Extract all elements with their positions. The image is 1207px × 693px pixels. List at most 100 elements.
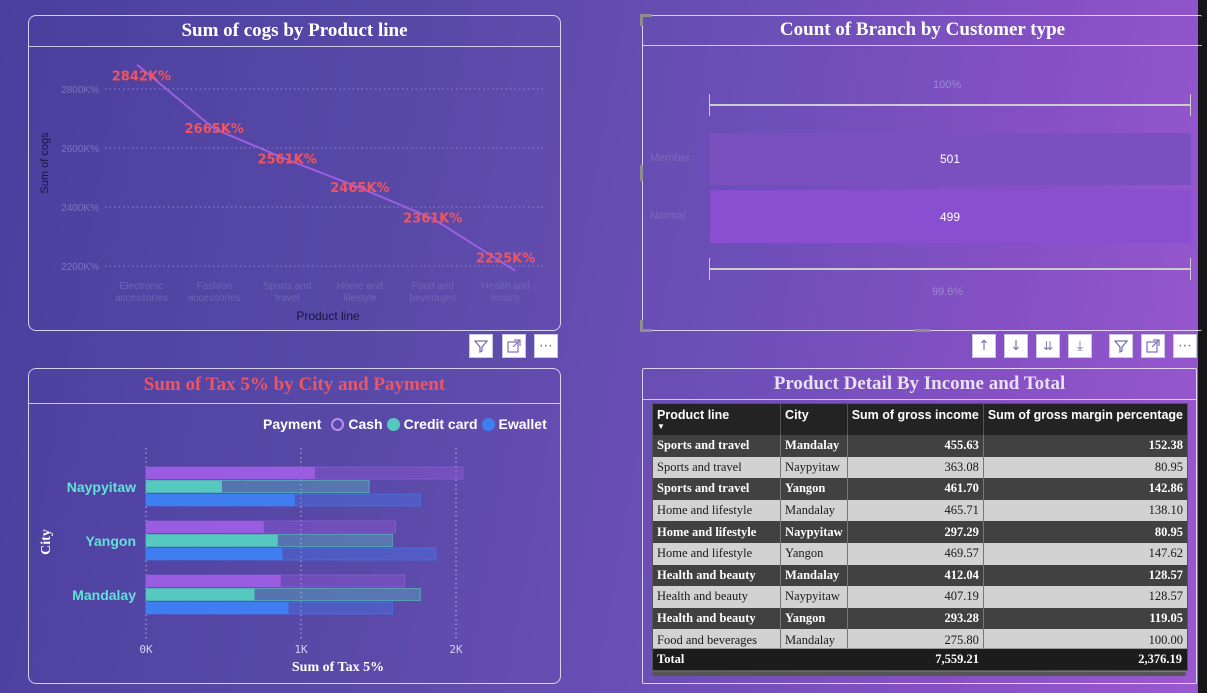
drill-up-icon[interactable]: ↑ [972,334,996,358]
legend-credit-card[interactable]: Credit card [403,416,478,432]
cell-city: Yangon [780,542,848,565]
branch-value-member: 501 [940,152,961,166]
tax-chart-panel[interactable]: Sum of Tax 5% by City and Payment [28,368,561,684]
sort-desc-icon[interactable]: ▼ [657,422,665,431]
cell-gross-margin: 80.95 [983,521,1187,543]
table-row[interactable]: Sports and travel Yangon 461.70 142.86 [653,478,1187,500]
header-gross-margin[interactable]: Sum of gross margin percentage [983,404,1187,435]
table-row[interactable]: Home and lifestyle Yangon 469.57 147.62 [653,542,1187,565]
cell-product-line: Health and beauty [653,564,782,587]
table-scrollbar[interactable] [652,672,1186,676]
table-row[interactable]: Sports and travel Naypyitaw 363.08 80.95 [653,456,1187,479]
total-label: Total [657,652,685,666]
table-row[interactable]: Health and beauty Naypyitaw 407.19 128.57 [653,586,1187,608]
cell-product-line: Sports and travel [653,478,782,500]
product-table-panel[interactable]: Product Detail By Income and Total [642,368,1197,684]
cell-gross-income: 461.70 [847,478,984,500]
range-bracket-bottom [709,258,1191,280]
table-row[interactable]: Sports and travel Mandalay 455.63 152.38 [653,435,1187,457]
more-options-icon[interactable]: ⋯ [1173,334,1197,358]
resize-handle-bottom[interactable] [914,329,930,332]
legend-title: Payment [263,416,322,432]
cell-city: Naypyitaw [780,521,848,543]
expand-all-icon[interactable]: ⇊ [1036,334,1060,358]
cell-city: Yangon [780,607,848,630]
cell-gross-income: 275.80 [847,629,984,651]
cell-gross-margin: 147.62 [983,542,1187,565]
resize-handle-bl[interactable] [640,320,652,332]
table-title-rule [643,399,1196,400]
cell-gross-margin: 142.86 [983,478,1187,500]
cell-city: Mandalay [780,629,848,651]
focus-mode-icon[interactable] [502,334,526,358]
cell-gross-income: 455.63 [847,435,984,457]
cell-gross-margin: 100.00 [983,629,1187,651]
cell-city: Mandalay [780,435,848,457]
cell-gross-margin: 128.57 [983,586,1187,608]
cell-gross-margin: 119.05 [983,607,1187,630]
cell-gross-margin: 80.95 [983,456,1187,479]
focus-mode-icon[interactable] [1141,334,1165,358]
cell-city: Naypyitaw [780,586,848,608]
cell-city: Yangon [780,478,848,500]
legend-credit-card-icon [386,417,400,431]
table-header-row: Product line ▼ City Sum of gross income S… [653,404,1187,435]
cogs-chart-panel[interactable]: Sum of cogs by Product line [28,15,561,331]
branch-value-normal: 499 [940,210,961,224]
product-table-title: Product Detail By Income and Total [773,373,1066,394]
cell-gross-margin: 152.38 [983,435,1187,457]
table-total-row: Total 7,559.21 2,376.19 [653,648,1187,670]
range-bracket-top [709,94,1191,116]
cell-city: Mandalay [780,499,848,522]
product-table[interactable]: Product line ▼ City Sum of gross income S… [652,403,1188,671]
cell-product-line: Sports and travel [653,435,782,457]
tax-chart-title: Sum of Tax 5% by City and Payment [143,374,446,395]
cell-city: Naypyitaw [780,456,848,479]
cell-product-line: Home and lifestyle [653,499,782,522]
header-city[interactable]: City [780,404,848,435]
cell-product-line: Sports and travel [653,456,782,479]
legend-cash[interactable]: Cash [348,416,383,432]
cell-product-line: Health and beauty [653,586,782,608]
cell-gross-income: 297.29 [847,521,984,543]
legend-ewallet-icon [481,417,495,431]
table-row[interactable]: Home and lifestyle Naypyitaw 297.29 80.95 [653,521,1187,543]
table-row[interactable]: Food and beverages Mandalay 275.80 100.00 [653,629,1187,651]
filter-icon[interactable] [469,334,493,358]
table-row[interactable]: Home and lifestyle Mandalay 465.71 138.10 [653,499,1187,522]
resize-handle-left[interactable] [640,165,643,181]
table-row[interactable]: Health and beauty Yangon 293.28 119.05 [653,607,1187,630]
cell-gross-income: 407.19 [847,586,984,608]
branch-label-member: Member [650,152,691,164]
branch-chart-title: Count of Branch by Customer type [779,19,1066,40]
total-gross-income: 7,559.21 [935,652,979,666]
cell-product-line: Home and lifestyle [653,542,782,565]
table-row[interactable]: Health and beauty Mandalay 412.04 128.57 [653,564,1187,587]
more-options-icon[interactable]: ⋯ [534,334,558,358]
cell-gross-income: 363.08 [847,456,984,479]
cell-gross-income: 469.57 [847,542,984,565]
expand-hierarchy-icon[interactable]: ⤓ [1068,334,1092,358]
legend-cash-icon [331,417,345,431]
drill-down-icon[interactable]: ↓ [1004,334,1028,358]
branch-bar-member[interactable] [710,133,1191,185]
cell-product-line: Health and beauty [653,607,782,630]
branch-bottom-pct: 99.6% [932,286,964,298]
tax-title-rule [29,403,560,404]
cell-product-line: Home and lifestyle [653,521,782,543]
legend-ewallet[interactable]: Ewallet [498,416,547,432]
branch-label-normal: Normal [650,210,686,222]
cell-gross-margin: 138.10 [983,499,1187,522]
branch-title-rule [643,45,1202,46]
branch-top-pct: 100% [933,79,962,91]
filter-icon[interactable] [1109,334,1133,358]
cell-gross-income: 465.71 [847,499,984,522]
cell-city: Mandalay [780,564,848,587]
cell-gross-income: 293.28 [847,607,984,630]
cell-gross-margin: 128.57 [983,564,1187,587]
branch-bar-normal[interactable] [710,190,1191,243]
resize-handle-tl[interactable] [640,14,652,26]
total-gross-margin: 2,376.19 [1138,652,1182,666]
header-product-line[interactable]: Product line ▼ [653,404,782,435]
header-gross-income[interactable]: Sum of gross income [847,404,984,435]
